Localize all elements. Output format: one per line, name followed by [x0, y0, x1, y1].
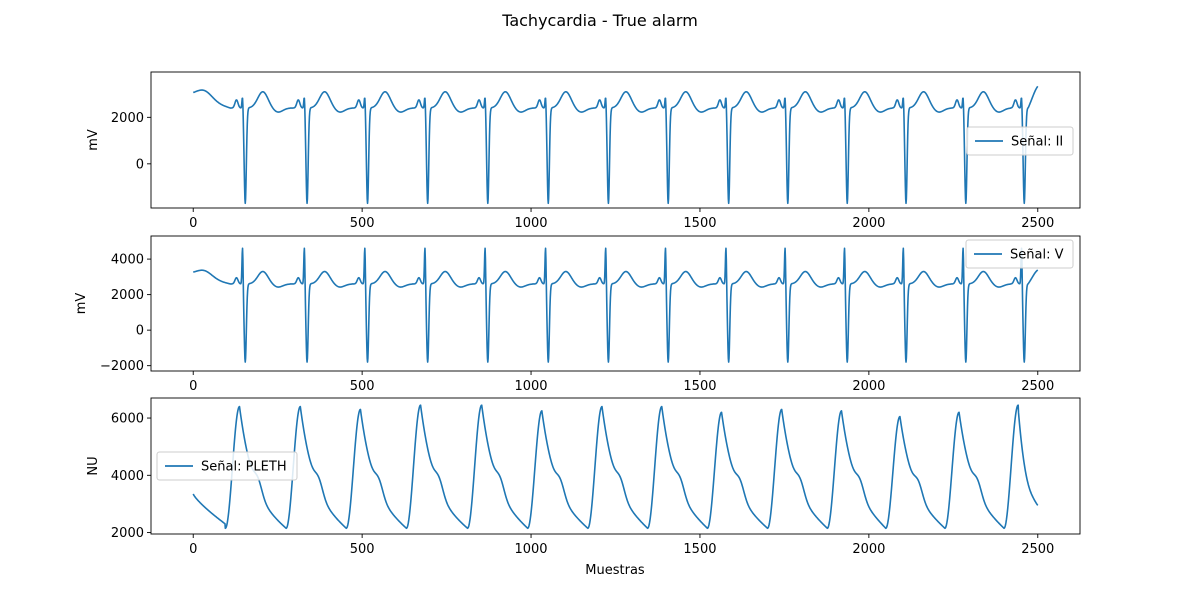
y-tick-label: 6000 — [111, 412, 144, 427]
y-axis-label-1: mV — [86, 129, 101, 151]
legend-box — [966, 126, 1074, 156]
y-tick-label: −2000 — [100, 359, 144, 374]
x-tick-label: 2000 — [852, 379, 885, 394]
x-tick-label: 2500 — [1021, 542, 1054, 557]
legend-label: Señal: V — [1010, 248, 1064, 263]
x-tick-label: 0 — [189, 542, 197, 557]
x-tick-label: 2500 — [1021, 216, 1054, 231]
series-line-2 — [192, 247, 1039, 363]
x-tick-label: 2500 — [1021, 379, 1054, 394]
x-tick-label: 2000 — [852, 216, 885, 231]
x-tick-label: 0 — [189, 216, 197, 231]
x-tick-label: 500 — [350, 379, 375, 394]
y-tick-label: 0 — [136, 157, 144, 172]
x-tick-label: 1000 — [514, 542, 547, 557]
y-tick-label: 4000 — [111, 253, 144, 268]
x-tick-label: 1500 — [683, 542, 716, 557]
legend-3: Señal: PLETH — [156, 451, 298, 481]
x-tick-label: 1000 — [514, 216, 547, 231]
y-tick-label: 0 — [136, 324, 144, 339]
legend-2: Señal: V — [965, 239, 1074, 269]
subplot-1: 0 500 1000 1500 2000 2500 0 2000 mV Señal: II — [86, 71, 1081, 231]
x-tick-label: 1500 — [683, 216, 716, 231]
x-tick-label: 2000 — [852, 542, 885, 557]
x-tick-label: 500 — [350, 216, 375, 231]
x-tick-label: 500 — [350, 542, 375, 557]
x-tick-label: 1000 — [514, 379, 547, 394]
legend-1: Señal: II — [966, 126, 1074, 156]
y-axis-label-3: NU — [86, 456, 101, 475]
subplot-2: 0 500 1000 1500 2000 2500 −2000 0 2000 4000 mV Seña… — [74, 235, 1081, 394]
series-line-1 — [192, 85, 1039, 205]
axes-frame-3 — [150, 397, 1081, 535]
figure-title: Tachycardia - True alarm — [501, 11, 698, 30]
legend-label: Señal: PLETH — [201, 460, 287, 475]
legend-box — [156, 451, 298, 481]
x-tick-label: 0 — [189, 379, 197, 394]
y-tick-label: 2000 — [111, 526, 144, 541]
y-tick-label: 2000 — [111, 111, 144, 126]
legend-label: Señal: II — [1011, 135, 1063, 150]
legend-box — [965, 239, 1074, 269]
y-tick-label: 4000 — [111, 469, 144, 484]
x-axis-label: Muestras — [585, 563, 645, 578]
y-axis-label-2: mV — [74, 293, 89, 315]
series-line-3 — [192, 404, 1039, 530]
axes-frame-2 — [150, 235, 1081, 372]
y-tick-label: 2000 — [111, 288, 144, 303]
axes-frame-1 — [150, 71, 1081, 209]
x-tick-label: 1500 — [683, 379, 716, 394]
subplot-3: 0 500 1000 1500 2000 2500 2000 4000 6000 NU Señal:… — [86, 397, 1081, 557]
